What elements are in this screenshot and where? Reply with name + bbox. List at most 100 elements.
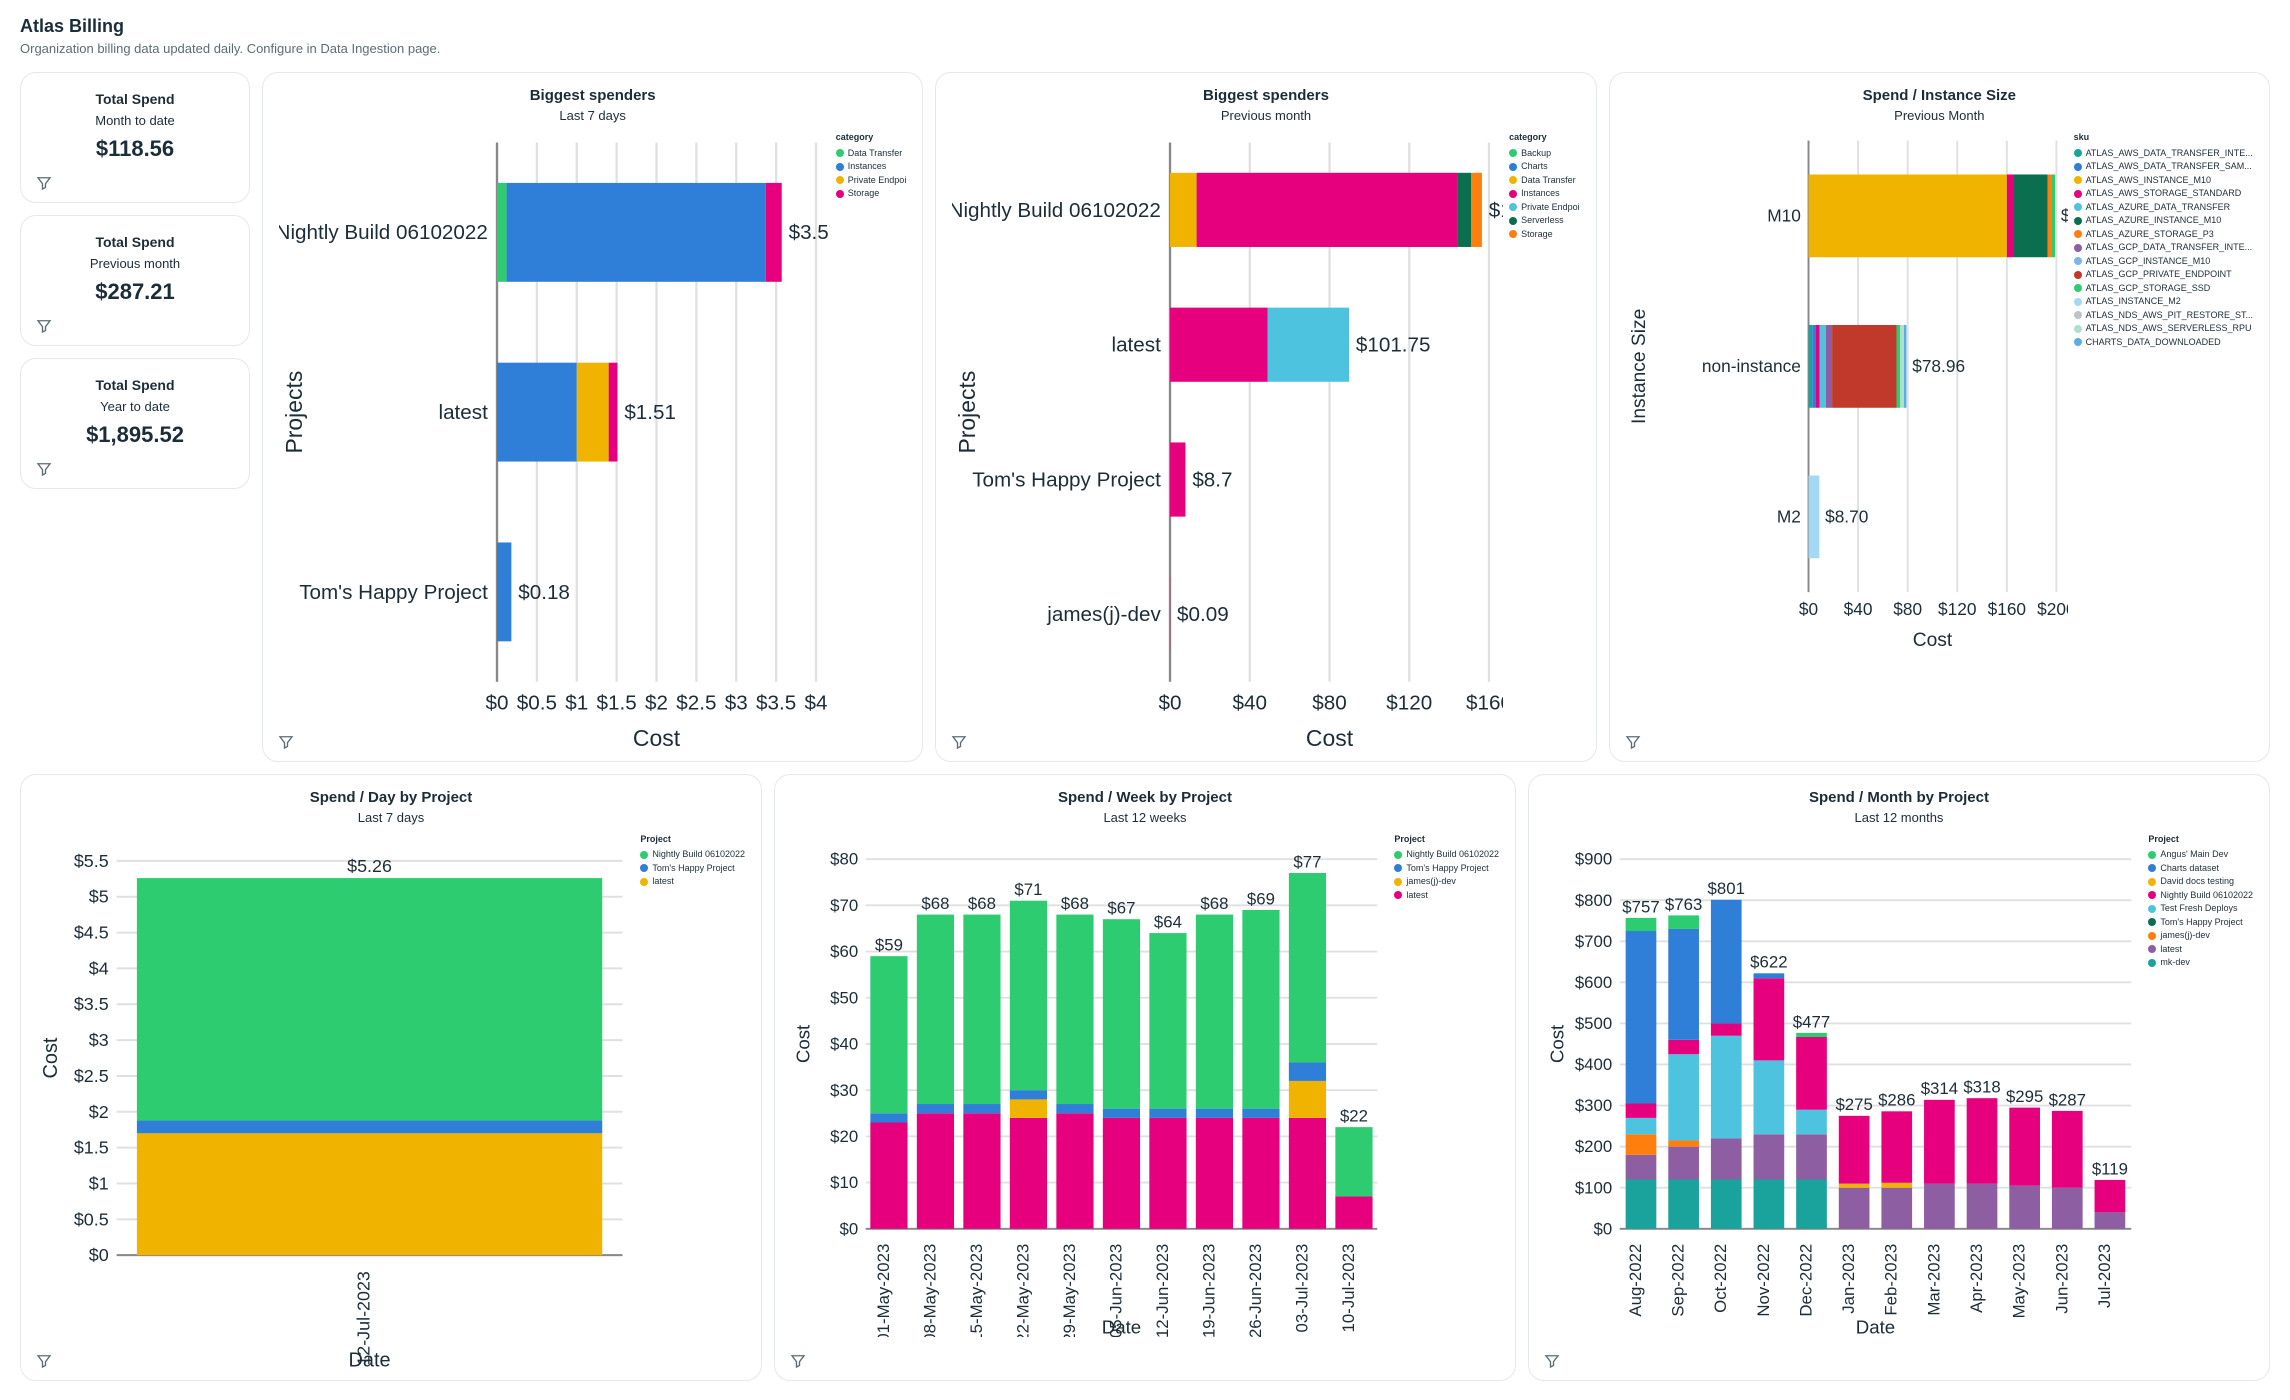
svg-text:M10: M10 [1767,206,1801,226]
card-spend-instance: Spend / Instance Size Previous Month $0$… [1609,72,2270,762]
svg-text:Cost: Cost [1547,1024,1568,1063]
svg-text:19-Jun-2023: 19-Jun-2023 [1199,1243,1218,1336]
page-subtitle: Organization billing data updated daily.… [20,41,2270,56]
filter-icon[interactable] [1624,733,1642,751]
svg-text:Nov-2022: Nov-2022 [1754,1243,1773,1316]
kpi-subtitle: Month to date [33,113,237,128]
svg-text:$68: $68 [1200,894,1228,913]
filter-icon[interactable] [277,733,295,751]
card-title: Biggest spenders [279,87,906,104]
svg-text:$0: $0 [486,691,509,714]
legend-item: Tom's Happy Project [640,862,745,876]
svg-text:$2: $2 [89,1101,109,1121]
svg-text:Jul-2023: Jul-2023 [2095,1243,2114,1307]
svg-text:Cost: Cost [793,1024,814,1063]
legend-item: Serverless [1509,214,1580,228]
svg-text:Cost: Cost [40,1037,62,1078]
svg-text:$600: $600 [1575,973,1612,992]
svg-text:Jan-2023: Jan-2023 [1839,1243,1858,1313]
chart-legend: categoryBackupChartsData TransferInstanc… [1509,131,1580,751]
svg-text:$59: $59 [875,935,903,954]
svg-text:$0: $0 [1159,691,1182,714]
svg-text:$3.57: $3.57 [789,221,830,244]
svg-text:$286: $286 [1878,1090,1915,1109]
chart-svg: $0$10$20$30$40$50$60$70$80$5901-May-2023… [791,833,1388,1337]
svg-text:$30: $30 [830,1080,858,1099]
svg-text:$120: $120 [1387,691,1433,714]
svg-text:$800: $800 [1575,890,1612,909]
svg-text:12-Jun-2023: 12-Jun-2023 [1153,1243,1172,1336]
svg-text:latest: latest [1112,334,1162,357]
card-title: Biggest spenders [952,87,1579,104]
svg-text:$64: $64 [1154,912,1182,931]
filter-icon[interactable] [950,733,968,751]
legend-item: Instances [836,160,907,174]
svg-text:$68: $68 [968,894,996,913]
filter-icon[interactable] [789,1352,807,1370]
svg-text:10-Jul-2023: 10-Jul-2023 [1339,1243,1358,1332]
legend-item: james(j)-dev [2148,929,2253,943]
svg-text:$1: $1 [565,691,588,714]
svg-text:$0.18: $0.18 [518,581,570,604]
card-subtitle: Last 12 weeks [791,810,1499,825]
svg-text:15-May-2023: 15-May-2023 [967,1243,986,1336]
kpi-value: $118.56 [33,136,237,162]
legend-item: ATLAS_AWS_STORAGE_STANDARD [2074,187,2253,201]
filter-icon[interactable] [1543,1352,1561,1370]
svg-text:$67: $67 [1107,898,1135,917]
legend-item: CHARTS_DATA_DOWNLOADED [2074,336,2253,350]
svg-text:$8.70: $8.70 [1825,507,1868,527]
card-title: Spend / Instance Size [1626,87,2253,104]
chart-svg: $0$100$200$300$400$500$600$700$800$900$7… [1545,833,2142,1337]
svg-text:$160: $160 [1466,691,1503,714]
svg-text:latest: latest [438,401,488,424]
svg-text:29-May-2023: 29-May-2023 [1060,1243,1079,1336]
card-spend-day: Spend / Day by Project Last 7 days $0$0.… [20,774,762,1382]
legend-item: Tom's Happy Project [1394,862,1499,876]
svg-text:01-May-2023: 01-May-2023 [874,1243,893,1336]
svg-text:$200: $200 [1575,1137,1612,1156]
svg-text:$1: $1 [89,1173,109,1193]
legend-item: Data Transfer [836,147,907,161]
svg-text:$5.26: $5.26 [347,856,392,876]
svg-text:$1.5: $1.5 [597,691,637,714]
filter-icon[interactable] [35,317,53,335]
svg-text:james(j)-dev: james(j)-dev [1047,603,1162,626]
filter-icon[interactable] [35,174,53,192]
svg-text:Date: Date [1102,1316,1141,1337]
legend-item: ATLAS_GCP_INSTANCE_M10 [2074,255,2253,269]
svg-text:$199.55: $199.55 [2061,206,2068,226]
svg-text:Nightly Build 06102022: Nightly Build 06102022 [279,221,488,244]
kpi-title: Total Spend [33,91,237,107]
card-biggest-spenders-7d: Biggest spenders Last 7 days $0$0.5$1$1.… [262,72,923,762]
card-subtitle: Last 12 months [1545,810,2253,825]
svg-text:$22: $22 [1340,1106,1368,1125]
svg-text:May-2023: May-2023 [2010,1243,2029,1318]
legend-item: ATLAS_AWS_DATA_TRANSFER_SAM... [2074,160,2253,174]
kpi-card: Total Spend Year to date $1,895.52 [20,358,250,489]
legend-item: ATLAS_GCP_STORAGE_SSD [2074,282,2253,296]
legend-item: ATLAS_NDS_AWS_PIT_RESTORE_ST... [2074,309,2253,323]
legend-item: Charts dataset [2148,862,2253,876]
legend-item: Instances [1509,187,1580,201]
svg-text:$2: $2 [645,691,668,714]
svg-text:$3.5: $3.5 [756,691,796,714]
svg-text:$1.51: $1.51 [624,401,676,424]
svg-text:non-instance: non-instance [1702,356,1801,376]
svg-text:Date: Date [349,1349,391,1370]
chart-legend: categoryData TransferInstancesPrivate En… [836,131,907,751]
kpi-title: Total Spend [33,377,237,393]
chart-svg: $0$0.5$1$1.5$2$2.5$3$3.5$4$4.5$5$5.5$5.2… [37,833,634,1371]
legend-item: ATLAS_INSTANCE_M2 [2074,295,2253,309]
card-title: Spend / Day by Project [37,789,745,806]
legend-item: Angus' Main Dev [2148,848,2253,862]
filter-icon[interactable] [35,460,53,478]
svg-text:$622: $622 [1750,952,1787,971]
svg-text:Oct-2022: Oct-2022 [1711,1243,1730,1312]
svg-text:$5.5: $5.5 [74,850,109,870]
svg-text:$4: $4 [89,958,109,978]
filter-icon[interactable] [35,1352,53,1370]
svg-text:$101.75: $101.75 [1356,334,1431,357]
legend-item: ATLAS_AZURE_STORAGE_P3 [2074,228,2253,242]
svg-text:Projects: Projects [954,371,980,454]
